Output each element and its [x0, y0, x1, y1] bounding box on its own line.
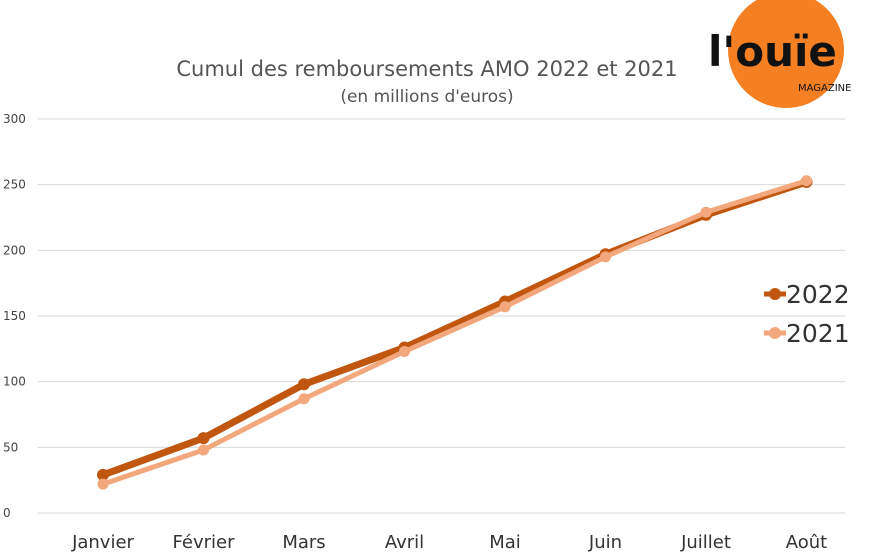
x-tick-label: Juin	[588, 532, 622, 553]
data-point	[97, 478, 109, 490]
data-point	[801, 175, 812, 187]
series-line	[100, 178, 809, 487]
series-layer	[97, 175, 813, 490]
x-axis-ticks: Janvier Février Mars Avril Mai Juin Juillet Aoû…	[71, 532, 827, 553]
x-tick-label: Mars	[282, 532, 325, 553]
logo-wordmark: l'ouïe	[708, 27, 837, 76]
data-point	[499, 301, 511, 313]
legend: 2022 2021	[764, 280, 850, 348]
grid	[38, 118, 845, 514]
data-point	[399, 345, 410, 357]
data-point	[600, 251, 611, 263]
y-tick-label: 200	[3, 243, 26, 257]
x-tick-label: Août	[786, 532, 827, 553]
data-point	[700, 206, 712, 218]
logo-circle	[728, 0, 844, 108]
legend-item-2022: 2022	[764, 280, 850, 309]
legend-marker	[769, 327, 781, 339]
legend-label: 2022	[786, 280, 850, 309]
x-tick-label: Mai	[489, 532, 521, 553]
y-tick-label: 0	[3, 506, 11, 520]
data-point	[198, 444, 209, 456]
legend-item-2021: 2021	[764, 319, 850, 348]
y-tick-label: 300	[3, 112, 26, 126]
logo-subtitle: MAGAZINE	[798, 83, 851, 94]
y-tick-label: 150	[3, 309, 26, 323]
y-tick-label: 50	[3, 440, 18, 454]
chart-subtitle: (en millions d'euros)	[340, 87, 513, 107]
x-tick-label: Avril	[385, 532, 424, 553]
x-tick-label: Janvier	[71, 532, 134, 553]
logo: l'ouïe MAGAZINE	[708, 0, 851, 108]
legend-label: 2021	[786, 319, 850, 348]
y-axis-ticks: 0 50 100 150 200 250 300	[3, 112, 26, 520]
data-point	[298, 378, 310, 391]
y-tick-label: 250	[3, 178, 26, 192]
legend-marker	[769, 288, 781, 300]
data-point	[298, 393, 310, 405]
series-2021	[97, 175, 812, 490]
data-point	[97, 468, 109, 481]
data-point	[197, 432, 210, 445]
chart-title: Cumul des remboursements AMO 2022 et 202…	[176, 57, 677, 81]
y-tick-label: 100	[3, 375, 26, 389]
x-tick-label: Juillet	[680, 532, 731, 553]
x-tick-label: Février	[173, 532, 236, 553]
